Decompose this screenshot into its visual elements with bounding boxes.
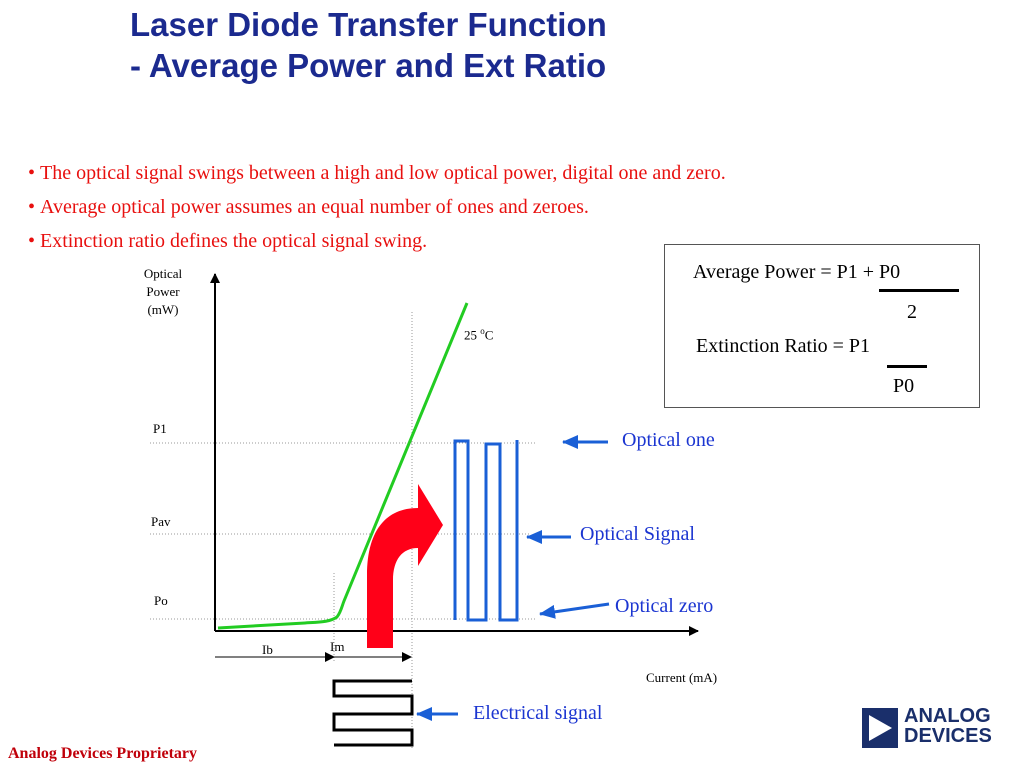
optical-zero-label: Optical zero: [615, 595, 714, 617]
page-title: Laser Diode Transfer Function - Average …: [130, 4, 607, 86]
degree-symbol: o: [480, 326, 485, 336]
logo-triangle-shape: [869, 715, 892, 741]
extinction-ratio-fraction-bar: [887, 365, 927, 368]
title-line-1: Laser Diode Transfer Function: [130, 6, 607, 43]
extinction-ratio-denominator: P0: [893, 375, 915, 397]
optical-signal-waveform: [453, 439, 519, 622]
optical-one-label: Optical one: [622, 429, 715, 451]
formula-box: Average Power = P1 + P0 2 Extinction Rat…: [664, 244, 980, 408]
electrical-signal-waveform: [332, 679, 414, 747]
optical-signal-label: Optical Signal: [580, 523, 695, 545]
pav-label: Pav: [151, 514, 171, 529]
footer-proprietary: Analog Devices Proprietary: [8, 745, 197, 762]
y-axis-label-line: (mW): [147, 302, 179, 317]
logo-line-2: DEVICES: [904, 725, 992, 747]
logo-triangle-icon: [862, 708, 898, 748]
logo-line-1: ANALOG: [904, 705, 991, 727]
x-axis-label: Current (mA): [646, 670, 718, 685]
p1-label: P1: [153, 421, 167, 436]
electrical-signal-label: Electrical signal: [473, 702, 603, 724]
y-axis-label-line: Power: [146, 284, 180, 299]
curve-temperature-label: 25 oC: [464, 326, 493, 343]
analog-devices-logo: ANALOG DEVICES: [862, 706, 998, 750]
average-power-denominator: 2: [907, 301, 917, 323]
bias-arrow: [367, 484, 443, 648]
title-line-2: - Average Power and Ext Ratio: [130, 47, 607, 84]
average-power-formula: Average Power = P1 + P0: [693, 261, 901, 283]
bullet-item: Extinction ratio defines the optical sig…: [28, 224, 726, 258]
temperature-unit: C: [484, 327, 494, 343]
ib-label: Ib: [262, 642, 273, 657]
logo-wordmark: ANALOG DEVICES: [904, 706, 992, 746]
im-label: Im: [330, 639, 345, 654]
extinction-ratio-formula: Extinction Ratio = P1: [696, 335, 871, 357]
bullet-item: The optical signal swings between a high…: [28, 156, 726, 190]
po-label: Po: [154, 593, 168, 608]
optical-zero-arrow: [539, 602, 610, 619]
bullet-list: The optical signal swings between a high…: [28, 156, 726, 258]
transfer-curve: [217, 302, 469, 630]
y-axis-label: Optical Power (mW): [138, 265, 188, 319]
average-power-fraction-bar: [879, 289, 959, 292]
y-axis-label-line: Optical: [143, 266, 183, 281]
temperature-value: 25: [464, 327, 481, 343]
bullet-item: Average optical power assumes an equal n…: [28, 190, 726, 224]
